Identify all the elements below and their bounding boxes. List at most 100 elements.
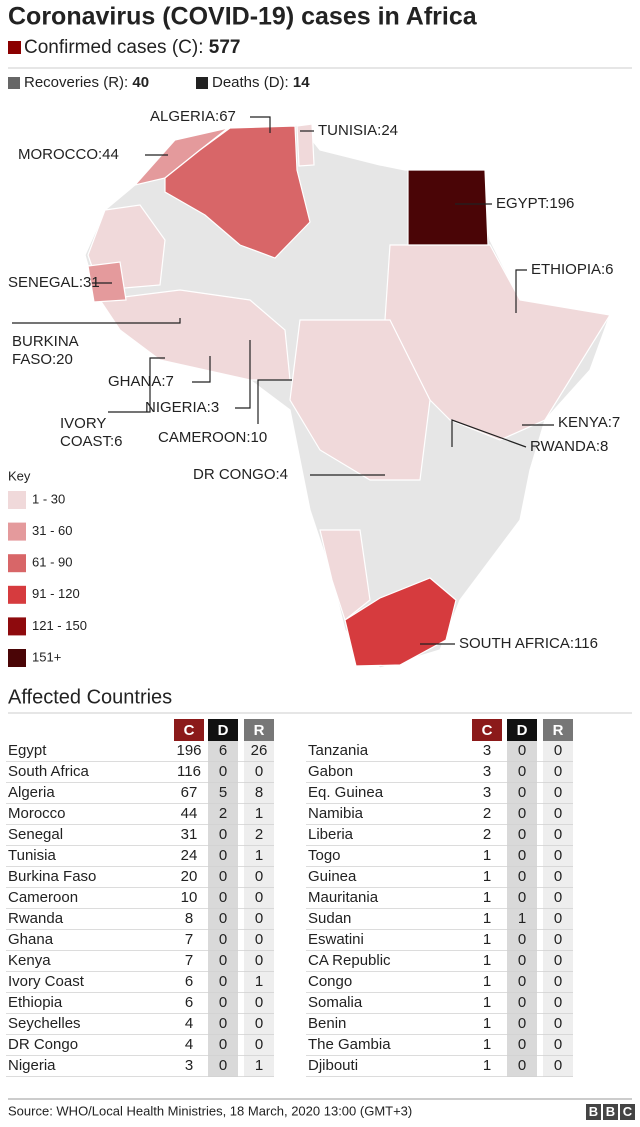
column-header-bg	[507, 719, 537, 741]
map-label: ETHIOPIA:6	[531, 261, 614, 278]
recoveries-line: Recoveries (R): 40	[24, 74, 149, 91]
table-cell: 0	[518, 868, 526, 885]
country-name: Sudan	[308, 910, 351, 927]
confirmed-value: 577	[209, 37, 241, 58]
table-cell: 0	[255, 952, 263, 969]
table-cell: 0	[554, 868, 562, 885]
leader-line	[515, 269, 527, 313]
table-cell: 0	[255, 994, 263, 1011]
table-cell: 1	[483, 973, 491, 990]
egypt	[407, 169, 489, 246]
deaths-label: Deaths (D):	[212, 74, 289, 91]
country-name: DR Congo	[8, 1036, 78, 1053]
table-cell: 67	[181, 784, 198, 801]
country-name: Togo	[308, 847, 341, 864]
table-cell: 0	[518, 784, 526, 801]
country-name: Congo	[308, 973, 352, 990]
table-cell: 1	[483, 847, 491, 864]
map-label: KENYA:7	[558, 414, 620, 431]
map-label: IVORY COAST:6	[60, 415, 123, 450]
table-cell: 0	[554, 763, 562, 780]
deaths-value: 14	[293, 74, 310, 91]
map-label-line: COAST:6	[60, 433, 123, 450]
table-cell: 20	[181, 868, 198, 885]
table-cell: 6	[219, 742, 227, 759]
map-label: DR CONGO:4	[193, 466, 288, 483]
table-cell: 1	[255, 1057, 263, 1074]
column-header-bg	[208, 719, 238, 741]
map-label-line: BURKINA	[12, 333, 79, 350]
leader-line	[192, 356, 211, 383]
country-name: Ivory Coast	[8, 973, 85, 990]
map-label-line: DR CONGO:4	[193, 466, 288, 483]
table-cell: 0	[219, 994, 227, 1011]
table-cell: 3	[483, 742, 491, 759]
key-swatch	[8, 522, 26, 541]
country-name: The Gambia	[308, 1036, 391, 1053]
table-cell: 0	[518, 826, 526, 843]
map-label-line: CAMEROON:10	[158, 429, 267, 446]
map-label-line: ETHIOPIA:6	[531, 261, 614, 278]
table-cell: 0	[554, 952, 562, 969]
map-label: NIGERIA:3	[145, 399, 219, 416]
table-cell: 3	[483, 784, 491, 801]
column-bg	[543, 741, 573, 1077]
table-cell: 0	[554, 826, 562, 843]
table-cell: 5	[219, 784, 227, 801]
country-name: Eq. Guinea	[308, 784, 384, 801]
column-bg	[472, 741, 502, 1077]
column-header: R	[254, 722, 265, 739]
logo-letter: B	[589, 1104, 598, 1119]
table-cell: 0	[255, 868, 263, 885]
table-cell: 0	[518, 742, 526, 759]
table-cell: 1	[483, 1015, 491, 1032]
column-header: C	[482, 722, 493, 739]
key-swatch	[8, 491, 26, 509]
table-cell: 0	[255, 1036, 263, 1053]
key-swatch	[8, 649, 26, 667]
logo-letter: C	[623, 1104, 633, 1119]
column-header-bg	[174, 719, 204, 741]
country-name: Djibouti	[308, 1057, 358, 1074]
country-name: Benin	[308, 1015, 346, 1032]
table-cell: 4	[185, 1036, 193, 1053]
table-cell: 0	[518, 994, 526, 1011]
table-cell: 2	[483, 826, 491, 843]
table-cell: 0	[219, 868, 227, 885]
table-cell: 1	[483, 1057, 491, 1074]
map-label-line: ALGERIA:67	[150, 108, 236, 125]
key-swatch	[8, 585, 26, 604]
table-cell: 6	[185, 973, 193, 990]
column-header: R	[553, 722, 564, 739]
country-name: Senegal	[8, 826, 63, 843]
deaths-swatch	[196, 77, 208, 89]
table-cell: 0	[255, 931, 263, 948]
map-label: EGYPT:196	[496, 195, 574, 212]
table-cell: 6	[185, 994, 193, 1011]
table-cell: 0	[554, 931, 562, 948]
map-label: RWANDA:8	[530, 438, 608, 455]
logo-letter: B	[606, 1104, 615, 1119]
country-name: Guinea	[308, 868, 357, 885]
table-cell: 0	[219, 1057, 227, 1074]
country-name: South Africa	[8, 763, 90, 780]
country-name: Rwanda	[8, 910, 64, 927]
table-cell: 0	[219, 973, 227, 990]
table-cell: 0	[219, 1036, 227, 1053]
table-cell: 0	[554, 994, 562, 1011]
leader-line	[257, 379, 292, 424]
map	[84, 123, 611, 669]
table-cell: 1	[255, 805, 263, 822]
logo-box	[603, 1104, 618, 1120]
logo-box	[586, 1104, 601, 1120]
table-cell: 0	[219, 1015, 227, 1032]
leader-line	[12, 318, 181, 324]
table-cell: 1	[483, 931, 491, 948]
table-cell: 0	[255, 763, 263, 780]
table-cell: 0	[219, 847, 227, 864]
table-cell: 0	[554, 847, 562, 864]
table-cell: 0	[219, 952, 227, 969]
table-cell: 0	[255, 889, 263, 906]
confirmed-line: Confirmed cases (C): 577	[24, 37, 240, 58]
